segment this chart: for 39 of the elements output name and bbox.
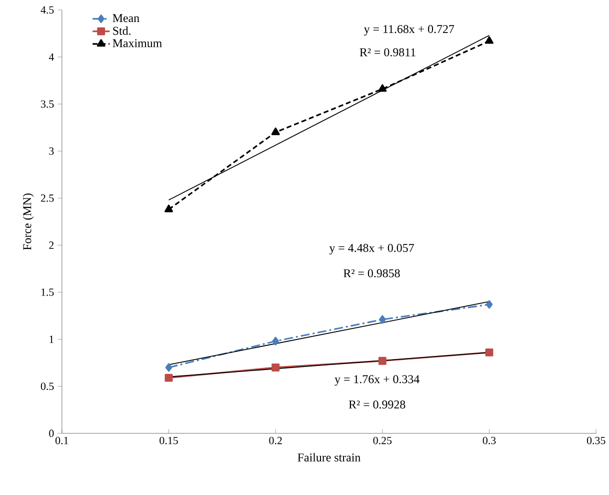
y-tick-label: 0.5 bbox=[40, 382, 54, 390]
point bbox=[271, 127, 280, 135]
x-tick-label: 0.1 bbox=[56, 436, 68, 444]
annotation: R² = 0.9858 bbox=[344, 269, 400, 278]
point bbox=[486, 300, 493, 309]
y-tick-label: 1.5 bbox=[41, 288, 54, 296]
x-tick-label: 0.15 bbox=[160, 436, 178, 444]
point bbox=[272, 336, 279, 346]
y-tick-label: 3 bbox=[49, 147, 54, 155]
legend-label: Std. bbox=[113, 26, 131, 35]
y-axis-title: Force (MN) bbox=[22, 193, 34, 250]
annotation: y = 4.48x + 0.057 bbox=[329, 244, 414, 254]
x-tick-label: 0.25 bbox=[373, 436, 392, 444]
legend-label: Mean bbox=[112, 14, 140, 22]
x-tick-label: 0.35 bbox=[586, 436, 606, 444]
point bbox=[378, 84, 387, 92]
annotation: R² = 0.9928 bbox=[348, 400, 406, 408]
x-tick-label: 0.3 bbox=[482, 436, 496, 444]
y-tick-label: 2.5 bbox=[40, 194, 54, 202]
annotation: y = 11.68x + 0.727 bbox=[364, 24, 454, 36]
annotation: R² = 0.9811 bbox=[360, 48, 416, 56]
point bbox=[485, 36, 494, 44]
legend-label: Maximum bbox=[112, 39, 162, 48]
annotation: y = 1.76x + 0.334 bbox=[334, 375, 420, 386]
point bbox=[379, 315, 386, 324]
y-tick-label: 4.5 bbox=[40, 6, 54, 14]
x-axis-title: Failure strain bbox=[298, 452, 360, 462]
x-tick-label: 0.2 bbox=[269, 436, 282, 444]
point bbox=[485, 348, 494, 356]
point bbox=[272, 363, 280, 372]
point bbox=[378, 356, 386, 365]
y-tick-label: 1 bbox=[50, 336, 54, 343]
point bbox=[165, 363, 172, 372]
point bbox=[164, 204, 173, 212]
y-tick-label: 3.5 bbox=[41, 100, 54, 108]
point bbox=[164, 374, 173, 382]
y-tick-label: 0 bbox=[49, 430, 54, 437]
y-tick-label: 4 bbox=[48, 53, 54, 60]
y-tick-label: 2 bbox=[49, 241, 54, 249]
